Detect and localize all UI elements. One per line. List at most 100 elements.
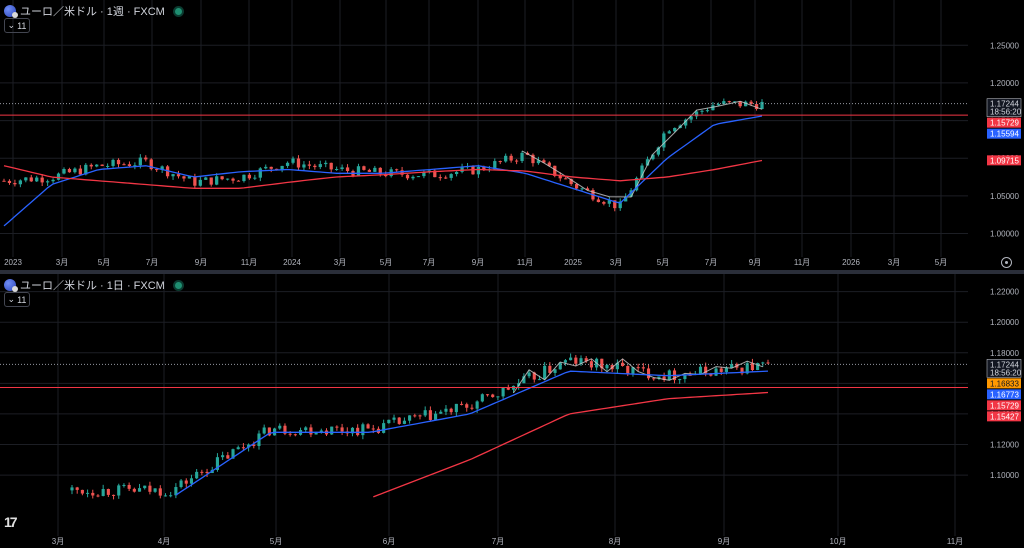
candle-body xyxy=(673,127,677,132)
candle-body xyxy=(766,362,770,364)
candle-body xyxy=(475,401,479,409)
pane-divider[interactable] xyxy=(0,270,1024,274)
candle-body xyxy=(205,471,209,474)
weekly-chart-pane[interactable]: 1.250001.200001.150001.100001.050001.000… xyxy=(0,0,1024,270)
candle-body xyxy=(184,480,188,484)
ma-slow-line xyxy=(373,391,769,498)
candle-body xyxy=(13,182,17,185)
price-tag xyxy=(986,98,1022,117)
candle-body xyxy=(532,372,536,380)
tradingview-logo-icon[interactable]: 17 xyxy=(4,514,18,530)
candle-body xyxy=(362,166,366,170)
candle-body xyxy=(158,488,162,496)
candle-body xyxy=(7,180,12,183)
candle-body xyxy=(171,174,175,177)
candle-body xyxy=(553,165,557,176)
x-axis-tick-label: 5月 xyxy=(657,258,669,267)
candle-body xyxy=(480,394,484,402)
market-status-icon xyxy=(174,281,182,289)
x-axis-tick-label: 7月 xyxy=(146,258,158,267)
candle-body xyxy=(324,162,328,165)
y-axis-tick-label: 1.18000 xyxy=(990,349,1019,358)
candle-body xyxy=(314,433,318,435)
candle-body xyxy=(143,485,147,489)
candle-body xyxy=(722,101,726,105)
price-tag-value: 1.17244 xyxy=(990,360,1019,369)
x-axis-tick-label: 5月 xyxy=(270,537,282,546)
daily-indicators-toggle[interactable]: ⌄ 11 xyxy=(4,292,30,307)
candle-body xyxy=(716,104,721,106)
candle-body xyxy=(231,449,235,459)
candle-body xyxy=(367,169,372,172)
candle-body xyxy=(56,173,61,180)
candle-body xyxy=(652,378,656,380)
candle-body xyxy=(160,166,164,170)
candle-body xyxy=(569,179,573,185)
candle-body xyxy=(397,417,401,424)
candle-body xyxy=(730,364,734,368)
candle-body xyxy=(629,190,633,197)
candle-body xyxy=(400,170,404,175)
y-axis-tick-label: 1.05000 xyxy=(990,192,1019,201)
candle-body xyxy=(40,177,44,183)
weekly-chart-canvas[interactable]: 1.250001.200001.150001.100001.050001.000… xyxy=(0,0,1024,270)
ma-fast-line xyxy=(3,115,763,227)
candle-body xyxy=(504,155,508,162)
candle-body xyxy=(618,201,622,209)
candle-body xyxy=(350,427,355,434)
candle-body xyxy=(285,162,290,166)
candle-body xyxy=(335,169,339,171)
price-tag-value: 1.09715 xyxy=(990,156,1019,165)
candle-body xyxy=(155,169,159,171)
x-axis-tick-label: 6月 xyxy=(383,537,395,546)
candle-body xyxy=(200,471,204,473)
candle-body xyxy=(226,455,230,459)
candle-body xyxy=(304,427,308,431)
candle-body xyxy=(553,369,557,373)
candle-body xyxy=(547,162,551,166)
candle-body xyxy=(371,428,375,430)
price-tag xyxy=(987,411,1021,422)
candle-body xyxy=(163,495,168,497)
candle-body xyxy=(291,158,295,163)
candle-body xyxy=(80,489,84,494)
candle-body xyxy=(537,379,542,381)
candle-body xyxy=(122,164,126,166)
candle-body xyxy=(621,362,625,366)
settings-icon[interactable] xyxy=(1001,257,1012,268)
candle-body xyxy=(378,167,382,175)
eurusd-symbol-icon xyxy=(4,279,18,292)
candle-body xyxy=(454,171,459,175)
candle-body xyxy=(727,101,731,103)
x-axis-tick-label: 5月 xyxy=(380,258,392,267)
candle-body xyxy=(531,154,535,164)
candle-body xyxy=(514,160,519,162)
candle-body xyxy=(179,480,183,488)
daily-chart-canvas[interactable]: 1.220001.200001.180001.160001.140001.120… xyxy=(0,274,1024,548)
candle-body xyxy=(613,200,617,209)
candle-body xyxy=(527,372,531,377)
candle-body xyxy=(111,494,116,496)
candle-body xyxy=(189,478,194,484)
daily-chart-pane[interactable]: 1.220001.200001.180001.160001.140001.120… xyxy=(0,274,1024,548)
candle-body xyxy=(187,176,192,179)
candle-body xyxy=(73,168,77,173)
candle-body xyxy=(564,178,568,180)
candle-body xyxy=(498,161,502,163)
candle-body xyxy=(149,159,153,170)
x-axis-tick-label: 3月 xyxy=(334,258,346,267)
candle-body xyxy=(579,358,583,364)
candle-body xyxy=(373,167,377,172)
price-tag xyxy=(987,400,1021,411)
candle-body xyxy=(242,174,246,182)
weekly-indicators-toggle[interactable]: ⌄ 11 xyxy=(4,18,30,33)
candle-body xyxy=(293,434,297,436)
x-axis-tick-label: 9月 xyxy=(472,258,484,267)
candle-body xyxy=(95,164,99,167)
candle-body xyxy=(678,379,682,381)
candle-body xyxy=(225,178,230,180)
candle-body xyxy=(744,101,748,107)
candle-body xyxy=(700,110,704,112)
ma-fast-line xyxy=(175,370,769,496)
weekly-indicator-count: 11 xyxy=(17,20,27,31)
